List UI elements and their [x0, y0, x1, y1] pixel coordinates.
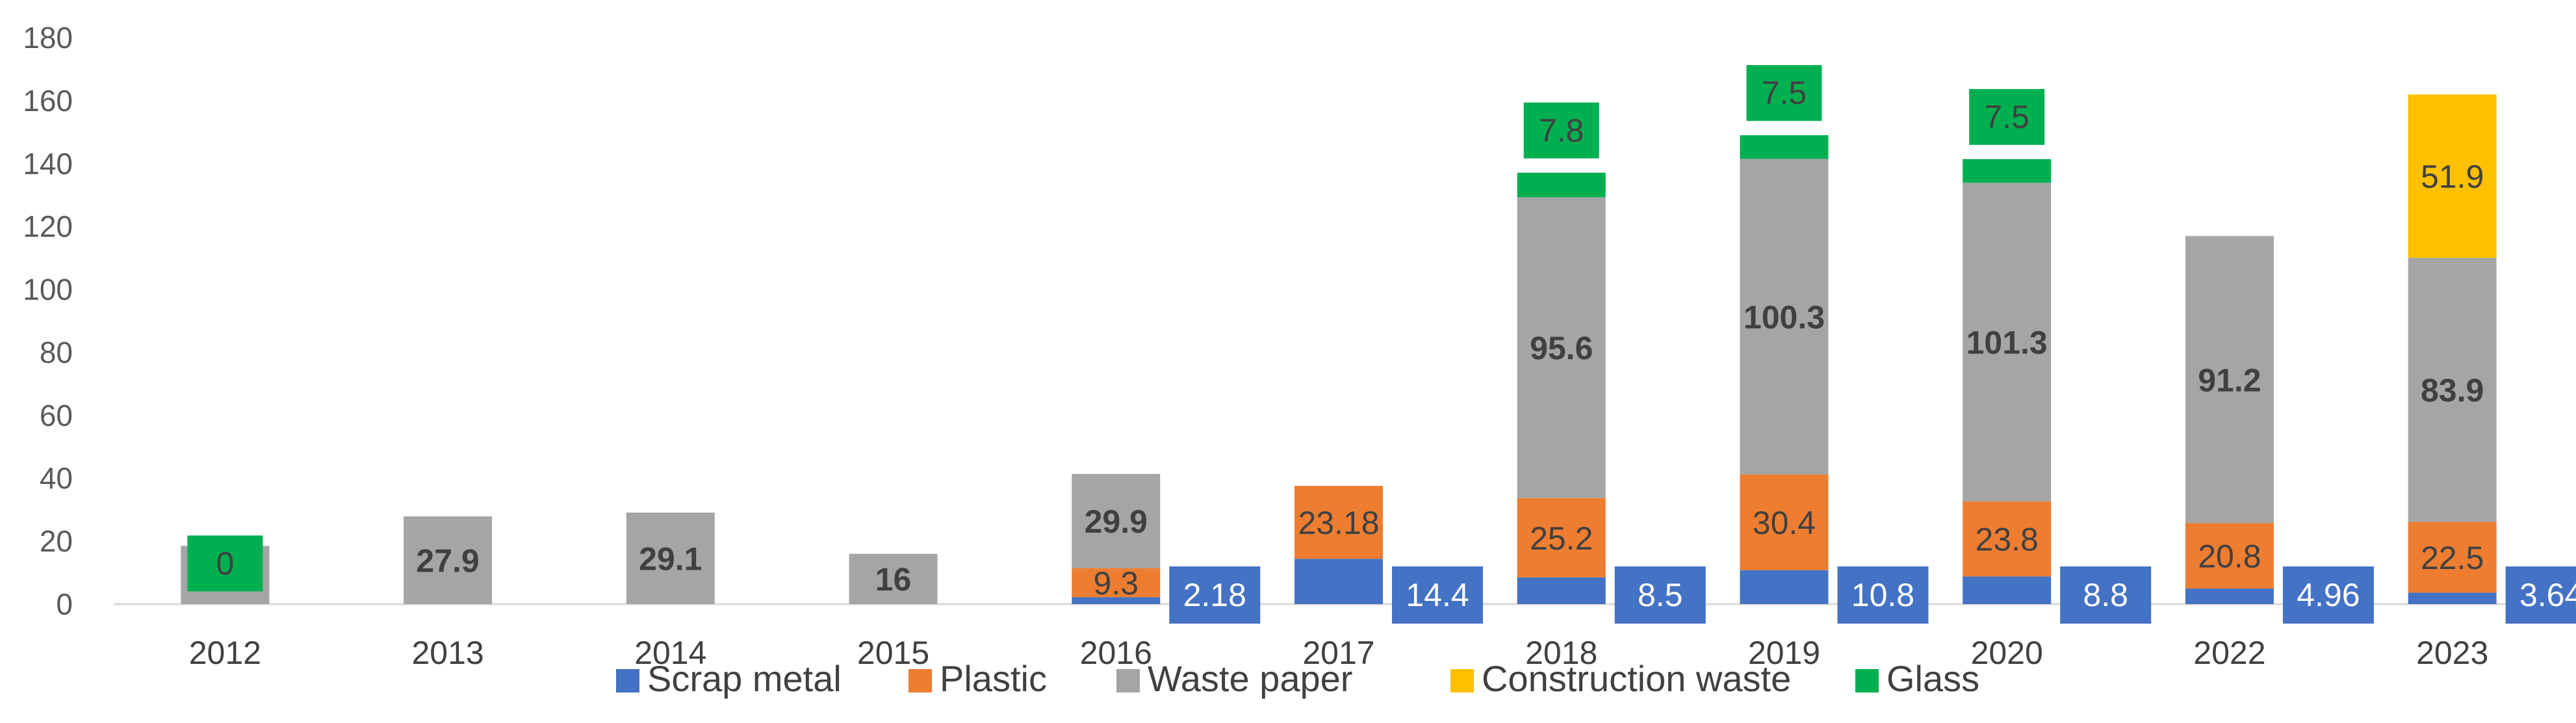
bar-waste-paper — [1740, 159, 1829, 475]
bar-scrap-metal — [2185, 588, 2274, 604]
x-tick-label: 2017 — [1302, 635, 1374, 671]
legend-label: Waste paper — [1148, 658, 1352, 699]
bar-scrap-metal — [1072, 597, 1161, 604]
y-tick-label: 20 — [40, 524, 73, 558]
legend-label: Scrap metal — [647, 658, 842, 699]
bar-scrap-metal — [1963, 576, 2052, 604]
data-label: 16 — [875, 561, 912, 598]
y-tick-label: 120 — [23, 210, 73, 244]
bar-plastic — [1517, 498, 1606, 577]
data-label: 8.8 — [2083, 577, 2128, 613]
scrap-metal-label-box — [1169, 566, 1261, 624]
bar-plastic — [1294, 485, 1383, 559]
bar-waste-paper — [2185, 236, 2274, 524]
x-tick-label: 2019 — [1748, 635, 1820, 671]
y-tick-label: 40 — [40, 461, 73, 495]
bar-waste-paper — [1963, 183, 2052, 502]
data-label: 25.2 — [1530, 520, 1593, 557]
bar-plastic — [1963, 501, 2052, 577]
x-tick-label: 2013 — [411, 635, 483, 671]
data-label: 10.8 — [1851, 577, 1914, 613]
scrap-metal-label-box — [2505, 566, 2576, 624]
x-tick-label: 2022 — [2193, 635, 2265, 671]
x-tick-label: 2014 — [634, 635, 706, 671]
data-label: 7.8 — [1539, 112, 1584, 149]
bar-waste-paper — [1072, 474, 1161, 568]
bar-plastic — [2185, 523, 2274, 589]
data-label: 91.2 — [2198, 362, 2261, 398]
data-label: 22.5 — [2421, 540, 2484, 576]
bar-scrap-metal — [1294, 559, 1383, 604]
data-label: 95.6 — [1530, 330, 1593, 366]
scrap-metal-label-box — [2282, 566, 2374, 624]
legend-swatch — [1116, 669, 1140, 692]
bar-waste-paper — [626, 513, 715, 604]
y-tick-label: 160 — [23, 84, 73, 118]
x-tick-label: 2018 — [1525, 635, 1597, 671]
y-tick-label: 60 — [40, 398, 73, 432]
glass-label-box — [1523, 102, 1599, 159]
bar-glass — [1740, 135, 1829, 159]
data-label: 9.3 — [1094, 565, 1139, 602]
bar-scrap-metal — [1517, 577, 1606, 604]
data-label: 3.64 — [2519, 577, 2576, 613]
legend-swatch — [616, 669, 639, 692]
bar-waste-paper — [404, 516, 493, 604]
data-label: 101.3 — [1966, 325, 2048, 361]
data-label: 4.96 — [2297, 577, 2360, 613]
data-label: 23.18 — [1298, 505, 1379, 541]
legend-swatch — [1450, 669, 1474, 692]
bar-plastic — [1740, 474, 1829, 570]
data-label: 29.9 — [1085, 503, 1148, 540]
scrap-metal-label-box — [1837, 566, 1929, 624]
bar-waste-paper — [2408, 257, 2497, 522]
data-label: 8.5 — [1638, 577, 1683, 613]
data-label: 29.1 — [639, 541, 702, 577]
legend-label: Glass — [1887, 658, 1979, 699]
y-tick-label: 80 — [40, 335, 73, 369]
bar-plastic — [1072, 568, 1161, 598]
y-tick-label: 0 — [56, 587, 73, 621]
data-label: 2.18 — [1183, 577, 1246, 613]
bar-construction-waste — [2408, 94, 2497, 258]
scrap-metal-label-box — [2060, 566, 2152, 624]
y-tick-label: 180 — [23, 21, 73, 55]
data-label: 30.4 — [1753, 505, 1816, 541]
bar-glass — [1517, 172, 1606, 197]
data-label: 100.3 — [1744, 299, 1825, 335]
bar-scrap-metal — [2408, 592, 2497, 604]
data-label: 27.9 — [416, 542, 479, 579]
legend-swatch — [908, 669, 932, 692]
glass-label-box — [1969, 88, 2045, 145]
data-label: 14.4 — [1406, 577, 1469, 613]
bar-waste-paper — [849, 553, 938, 604]
glass-label-box — [187, 535, 263, 592]
bar-glass — [1963, 159, 2052, 183]
x-tick-label: 2016 — [1080, 635, 1152, 671]
data-label: 7.5 — [1762, 75, 1807, 111]
scrap-metal-label-box — [1614, 566, 1706, 624]
data-label: 51.9 — [2421, 159, 2484, 195]
legend-label: Construction waste — [1482, 658, 1791, 699]
x-tick-label: 2020 — [1971, 635, 2043, 671]
legend-swatch — [1855, 669, 1879, 692]
legend-label: Plastic — [940, 658, 1047, 699]
scrap-metal-label-box — [1392, 566, 1483, 624]
x-tick-label: 2015 — [857, 635, 929, 671]
y-tick-label: 140 — [23, 147, 73, 181]
data-label: 7.5 — [1984, 99, 2029, 135]
data-label: 23.8 — [1976, 522, 2039, 558]
data-label: 20.8 — [2198, 539, 2261, 575]
x-tick-label: 2012 — [189, 635, 261, 671]
bar-waste-paper — [1517, 197, 1606, 498]
data-label: 83.9 — [2421, 372, 2484, 409]
y-tick-label: 100 — [23, 273, 73, 307]
bar-scrap-metal — [1740, 570, 1829, 604]
x-tick-label: 2023 — [2416, 635, 2488, 671]
data-label: 0 — [216, 545, 234, 581]
bar-plastic — [2408, 522, 2497, 593]
glass-label-box — [1746, 65, 1822, 121]
